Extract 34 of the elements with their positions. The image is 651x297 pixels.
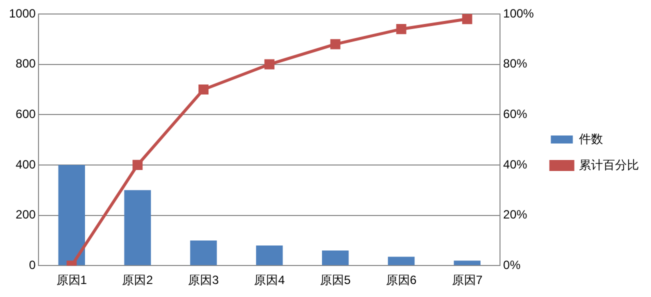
x-tick-label: 原因2 [122,273,154,288]
x-tick-label: 原因1 [56,273,88,288]
y2-tick-label: 0% [503,258,521,272]
point [198,84,209,95]
y2-tick-label: 60% [503,106,528,121]
x-tick-label: 原因7 [452,273,483,288]
y-tick-label: 0 [29,258,36,272]
y2-tick-label: 20% [503,208,528,222]
x-tick-label: 原因5 [320,273,351,288]
legend-label: 累计百分比 [578,158,639,172]
point [330,39,340,50]
y2-tick-label: 80% [503,56,528,71]
legend-label: 件数 [578,132,603,146]
y-tick-label: 800 [16,56,36,71]
bar [256,245,283,266]
y-tick-label: 400 [16,157,36,172]
x-tick-label: 原因4 [254,273,286,288]
y-tick-label: 600 [16,106,36,121]
point [462,14,472,24]
y2-tick-label: 100% [503,6,534,20]
y-tick-label: 1000 [8,6,36,20]
bar [454,260,481,266]
bar [124,190,151,266]
bar [322,250,349,266]
point [132,160,143,170]
bar [388,256,415,266]
point [396,24,406,34]
bar [190,240,217,266]
point [264,59,274,70]
bar [58,164,86,266]
y2-tick-label: 40% [503,157,528,172]
x-tick-label: 原因6 [386,273,417,288]
y-tick-label: 200 [16,208,36,222]
x-tick-label: 原因3 [188,273,220,288]
